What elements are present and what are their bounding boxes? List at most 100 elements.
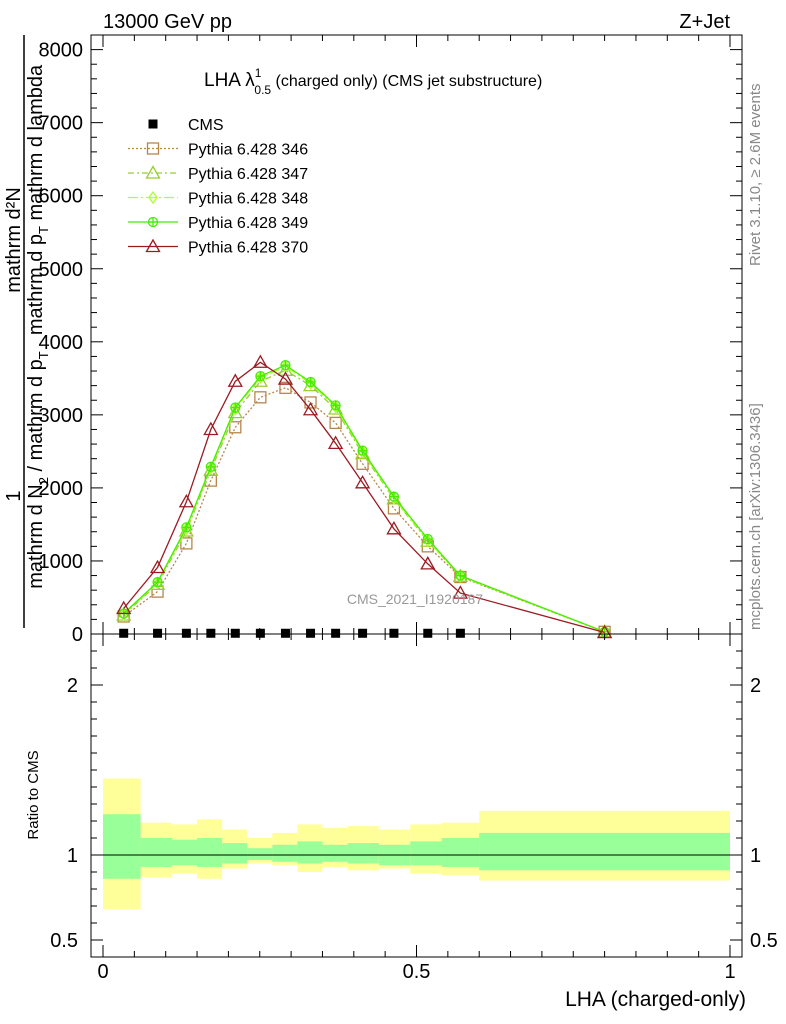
ratio-band-inner [140, 838, 172, 867]
data-point [254, 391, 267, 404]
y-label-top: mathrm d²N [3, 187, 25, 293]
rivet-label: Rivet 3.1.10, ≥ 2.6M events [747, 83, 764, 267]
plot-title-sup: 1 [255, 66, 262, 80]
ratio-panel: 0.5 0.5 1 1 2 2 0 0.5 1 Ratio to CMS LHA (charge… [25, 633, 778, 1011]
ratio-band-inner [171, 839, 198, 866]
ratio-band-inner [197, 838, 223, 867]
data-point [152, 576, 163, 590]
main-y-tick-label: 7000 [39, 113, 84, 135]
legend-label: Pythia 6.428 347 [188, 166, 308, 183]
ratio-y-tick-label: 0.5 [50, 930, 78, 952]
series-line [123, 369, 605, 633]
main-y-tick-label: 1000 [39, 551, 84, 573]
ratio-band-inner [272, 844, 298, 862]
main-series [116, 354, 613, 639]
ratio-band-inner [322, 844, 348, 862]
x-tick-label: 1 [724, 961, 735, 983]
data-point [386, 520, 402, 535]
data-point [203, 421, 219, 436]
main-y-tick-label: 2000 [39, 478, 84, 500]
y-label-numerator: 1 [3, 490, 25, 501]
data-point [227, 373, 243, 387]
data-point [227, 404, 243, 419]
data-point [279, 381, 292, 394]
legend-marker [148, 119, 158, 129]
data-point [229, 421, 242, 434]
data-point [328, 435, 344, 449]
y-label-top-2: mathrm d pT mathrm d lambda [25, 64, 51, 335]
data-point [181, 628, 191, 638]
watermark: CMS_2021_I1920187 [347, 591, 483, 607]
data-point [149, 559, 166, 574]
plot-title-suffix: (charged only) (CMS jet substructure) [271, 73, 542, 90]
header-left: 13000 GeV pp [103, 11, 232, 33]
plot-title-main: LHA λ [204, 70, 255, 91]
ratio-band-inner [347, 843, 379, 864]
data-point [455, 628, 465, 638]
ratio-band-inner [222, 843, 248, 864]
series-line [123, 364, 605, 633]
data-point [389, 628, 399, 638]
ratio-ticks: 0.5 0.5 1 1 2 2 0 0.5 1 [50, 634, 778, 983]
ratio-band-inner [247, 848, 273, 861]
data-point [354, 474, 371, 489]
data-point [118, 607, 129, 621]
main-y-tick-label: 6000 [39, 186, 84, 208]
series-line [123, 365, 605, 633]
ratio-y-tick-label-right: 0.5 [750, 930, 778, 952]
plot-title: LHA λ1 0.5 (charged only) (CMS jet substr… [204, 66, 542, 97]
ratio-band-inner [410, 841, 442, 866]
ratio-frame [90, 633, 743, 958]
main-y-tick-label: 0 [72, 624, 83, 646]
ratio-bands [103, 778, 730, 910]
data-point [302, 401, 319, 416]
ratio-y-tick-label-right: 2 [750, 675, 761, 697]
legend-label: CMS [188, 117, 224, 134]
data-point [280, 628, 290, 638]
legend-label: Pythia 6.428 349 [188, 215, 308, 232]
data-point [420, 556, 436, 570]
data-point [255, 628, 265, 638]
ratio-y-tick-label: 1 [67, 845, 78, 867]
mcplots-label: mcplots.cern.ch [arXiv:1306.3436] [747, 403, 764, 630]
main-y-tick-label: 3000 [39, 405, 84, 427]
data-point [455, 569, 466, 583]
ratio-y-label: Ratio to CMS [25, 750, 42, 839]
plot-title-sub: 0.5 [254, 83, 271, 97]
x-axis-label: LHA (charged-only) [565, 988, 746, 1011]
data-point [252, 354, 268, 368]
series-4 [118, 360, 610, 637]
data-point [329, 416, 342, 430]
series-5 [116, 354, 613, 639]
main-y-tick-label: 4000 [39, 332, 84, 354]
ratio-band-inner [297, 841, 323, 864]
data-point [230, 628, 240, 638]
data-point [178, 493, 195, 508]
data-point [331, 628, 341, 638]
legend-marker [145, 238, 161, 253]
main-y-label: 1 mathrm d²N mathrm d pT mathrm d lambda… [3, 35, 51, 628]
header-right: Z+Jet [679, 11, 730, 33]
legend-marker [148, 190, 158, 205]
main-y-tick-label: 8000 [39, 40, 84, 62]
data-point [180, 537, 193, 550]
ratio-band-inner [479, 832, 730, 871]
ratio-band-inner [441, 838, 480, 867]
data-point [452, 585, 469, 599]
data-point [153, 628, 163, 638]
legend-marker [146, 142, 160, 155]
ratio-y-tick-label-right: 1 [750, 845, 761, 867]
ratio-y-tick-label: 2 [67, 675, 78, 697]
data-point [306, 628, 316, 638]
legend: CMS Pythia 6.428 346 Pythia 6.428 347 Pythi… [128, 117, 308, 257]
legend-label: Pythia 6.428 346 [188, 142, 308, 159]
main-y-ticks: 0 1000 2000 3000 4000 5000 6000 7000 8000 [39, 35, 742, 646]
data-point [206, 628, 216, 638]
x-tick-label: 0.5 [403, 961, 431, 983]
main-panel: 0 1000 2000 3000 4000 5000 6000 7000 8000 CMS_20… [3, 34, 743, 646]
series-0 [119, 628, 465, 638]
data-point [358, 628, 368, 638]
x-tick-label: 0 [97, 961, 108, 983]
legend-marker [145, 165, 161, 179]
